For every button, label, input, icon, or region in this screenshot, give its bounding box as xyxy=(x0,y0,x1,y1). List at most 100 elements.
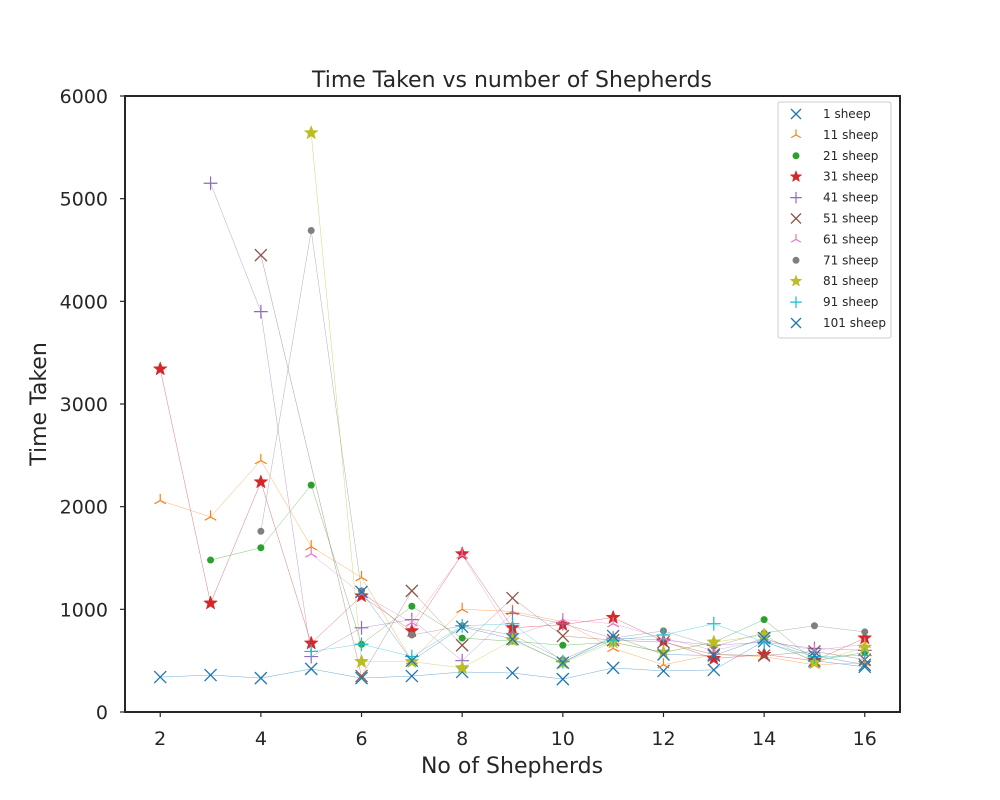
data-point xyxy=(203,595,219,610)
data-point xyxy=(857,648,872,663)
y-tick-label: 2000 xyxy=(60,497,108,519)
x-tick-label: 12 xyxy=(651,728,675,750)
data-point xyxy=(204,510,217,521)
data-point xyxy=(305,547,318,558)
data-point xyxy=(455,618,470,633)
data-point xyxy=(354,653,370,669)
data-point xyxy=(358,587,366,595)
data-point xyxy=(555,654,570,669)
axis-ticks: 2 4 6 8 10 12 14 16 0 1000 2000 3000 4000 5000 6000 xyxy=(60,86,877,750)
legend-label: 11 sheep xyxy=(823,128,878,142)
data-point xyxy=(556,656,570,670)
data-point xyxy=(203,176,218,191)
series-line xyxy=(260,255,865,677)
legend-item: 51 sheep xyxy=(790,212,878,226)
series-101-sheep xyxy=(355,585,872,672)
y-axis-label: Time Taken xyxy=(27,342,52,467)
data-point xyxy=(656,628,671,642)
legend-marker xyxy=(790,317,802,329)
data-point xyxy=(354,637,369,652)
data-point xyxy=(405,669,419,683)
legend-marker xyxy=(790,233,802,243)
x-tick-label: 2 xyxy=(154,728,166,750)
data-point xyxy=(257,544,265,552)
data-point xyxy=(355,570,368,582)
data-point xyxy=(307,226,315,234)
legend-item: 71 sheep xyxy=(792,253,878,267)
data-point xyxy=(207,556,215,564)
data-point xyxy=(706,634,722,649)
legend-box xyxy=(777,101,892,339)
legend-marker xyxy=(790,296,802,308)
data-point xyxy=(304,644,319,659)
legend-item: 41 sheep xyxy=(790,191,878,205)
legend-label: 81 sheep xyxy=(823,274,878,288)
series-line xyxy=(210,183,865,661)
data-point xyxy=(307,481,315,489)
data-point xyxy=(706,650,722,666)
legend-item: 11 sheep xyxy=(790,128,878,142)
legend-marker xyxy=(789,274,803,287)
legend-label: 21 sheep xyxy=(823,149,878,163)
data-point xyxy=(254,248,268,262)
legend-item: 91 sheep xyxy=(790,295,878,309)
x-tick-label: 14 xyxy=(752,728,776,750)
chart-title: Time Taken vs number of Shepherds xyxy=(311,68,712,93)
x-axis-label: No of Shepherds xyxy=(421,754,603,779)
data-point xyxy=(458,634,466,642)
legend-label: 41 sheep xyxy=(823,191,878,205)
data-point xyxy=(657,635,670,649)
data-point xyxy=(408,602,416,610)
data-point xyxy=(455,638,469,652)
data-point xyxy=(456,602,469,614)
data-point xyxy=(707,648,721,661)
data-point xyxy=(505,616,520,631)
legend: 1 sheep 11 sheep 21 sheep 31 sheep 41 sheep 5… xyxy=(777,101,892,339)
data-point xyxy=(861,628,869,636)
data-point xyxy=(807,649,821,662)
data-point xyxy=(657,658,670,669)
data-point xyxy=(454,659,470,675)
data-point xyxy=(153,670,167,684)
data-point xyxy=(760,616,768,624)
plot-series xyxy=(152,125,873,686)
y-tick-label: 0 xyxy=(96,702,108,724)
legend-label: 61 sheep xyxy=(823,232,878,246)
x-tick-label: 16 xyxy=(853,728,877,750)
data-point xyxy=(455,620,469,634)
x-tick-label: 10 xyxy=(551,728,575,750)
data-point xyxy=(556,613,569,624)
data-point xyxy=(204,668,218,682)
data-point xyxy=(607,617,620,628)
data-point xyxy=(254,453,267,465)
data-point xyxy=(556,629,570,643)
data-point xyxy=(354,620,369,635)
legend-item: 1 sheep xyxy=(790,107,871,121)
legend-label: 91 sheep xyxy=(823,295,878,309)
series-line xyxy=(311,553,865,651)
y-tick-label: 6000 xyxy=(60,86,108,108)
data-point xyxy=(354,588,370,603)
y-tick-label: 1000 xyxy=(60,599,108,621)
legend-marker xyxy=(789,169,803,183)
legend-label: 1 sheep xyxy=(823,107,871,121)
data-point xyxy=(506,666,519,680)
series-1-sheep xyxy=(153,634,872,686)
y-tick-label: 4000 xyxy=(60,291,108,313)
data-point xyxy=(355,671,368,685)
data-point xyxy=(305,540,318,551)
data-point xyxy=(408,631,416,639)
legend-label: 71 sheep xyxy=(823,253,878,267)
x-tick-label: 6 xyxy=(355,728,367,750)
series-line xyxy=(311,623,865,662)
data-point xyxy=(807,649,822,664)
data-point xyxy=(707,649,721,662)
data-point xyxy=(858,658,872,672)
data-point xyxy=(405,654,419,668)
data-point xyxy=(254,671,268,685)
data-point xyxy=(506,591,519,605)
data-point xyxy=(253,474,269,489)
data-point xyxy=(756,646,772,661)
legend-marker xyxy=(790,129,802,139)
